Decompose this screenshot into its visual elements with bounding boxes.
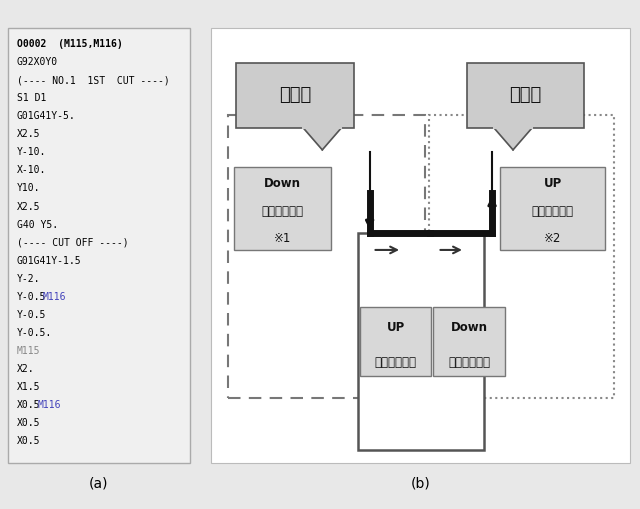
Bar: [433, 306, 505, 376]
Bar: [234, 167, 331, 250]
Polygon shape: [494, 128, 532, 150]
Text: Y-0.5: Y-0.5: [17, 292, 46, 302]
Bar: [429, 115, 614, 398]
Text: G40 Y5.: G40 Y5.: [17, 219, 58, 230]
Text: ※2: ※2: [544, 233, 561, 245]
Text: パラメータ値: パラメータ値: [374, 356, 417, 369]
Text: M115: M115: [17, 346, 40, 356]
Text: X0.5: X0.5: [17, 400, 40, 410]
Text: S1 D1: S1 D1: [17, 93, 46, 103]
Text: M116: M116: [43, 292, 67, 302]
Text: X2.5: X2.5: [17, 202, 40, 212]
Text: O0002  (M115,M116): O0002 (M115,M116): [17, 39, 122, 49]
Bar: [467, 63, 584, 128]
Text: Y-0.5: Y-0.5: [17, 310, 46, 320]
Text: X2.5: X2.5: [17, 129, 40, 139]
Text: M116: M116: [38, 400, 61, 410]
Text: 進入部: 進入部: [279, 87, 311, 104]
Text: パラメータ値: パラメータ値: [448, 356, 490, 369]
Bar: [360, 306, 431, 376]
Bar: [236, 63, 354, 128]
Text: Y10.: Y10.: [17, 183, 40, 193]
Text: X1.5: X1.5: [17, 382, 40, 392]
Text: Down: Down: [451, 321, 488, 334]
Text: Down: Down: [264, 177, 301, 190]
Bar: [228, 115, 425, 398]
Text: X-10.: X-10.: [17, 165, 46, 176]
Text: パラメータ値: パラメータ値: [262, 205, 303, 218]
Text: Y-0.5.: Y-0.5.: [17, 328, 52, 338]
Text: Y-10.: Y-10.: [17, 147, 46, 157]
Text: X0.5: X0.5: [17, 436, 40, 446]
Text: ※1: ※1: [274, 233, 291, 245]
Text: G01G41Y-1.5: G01G41Y-1.5: [17, 256, 81, 266]
Text: パラメータ値: パラメータ値: [532, 205, 574, 218]
Polygon shape: [303, 128, 341, 150]
Text: X2.: X2.: [17, 364, 35, 374]
Text: 退避部: 退避部: [509, 87, 541, 104]
Bar: [358, 233, 484, 450]
Text: X0.5: X0.5: [17, 418, 40, 429]
Text: Y-2.: Y-2.: [17, 274, 40, 284]
Text: (---- NO.1  1ST  CUT ----): (---- NO.1 1ST CUT ----): [17, 75, 170, 85]
Bar: [500, 167, 605, 250]
Text: (---- CUT OFF ----): (---- CUT OFF ----): [17, 238, 129, 248]
Text: UP: UP: [544, 177, 562, 190]
Text: (b): (b): [411, 476, 431, 491]
Text: G92X0Y0: G92X0Y0: [17, 57, 58, 67]
Text: UP: UP: [387, 321, 404, 334]
Bar: [211, 28, 630, 463]
Text: G01G41Y-5.: G01G41Y-5.: [17, 111, 76, 121]
Text: (a): (a): [89, 476, 109, 491]
